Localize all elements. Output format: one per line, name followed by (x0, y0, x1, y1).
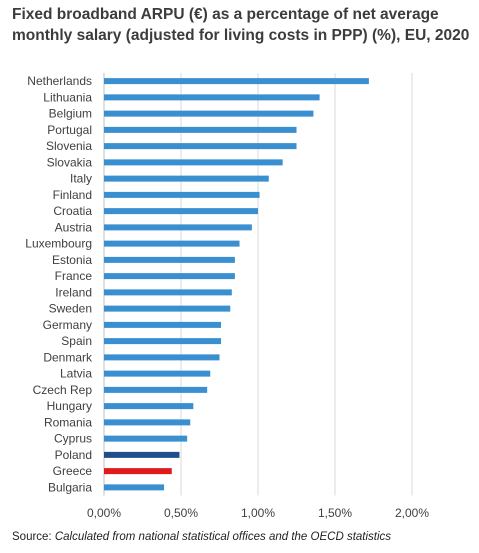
chart-title: Fixed broadband ARPU (€) as a percentage… (12, 6, 470, 44)
x-tick-label: 1,00% (241, 506, 275, 520)
source-prefix: Source: (12, 531, 55, 543)
bar-belgium (104, 110, 314, 117)
category-label: Portugal (47, 123, 92, 137)
category-label: Slovakia (47, 155, 93, 169)
bar-slovakia (104, 159, 283, 166)
category-label: France (55, 269, 93, 283)
bar-slovenia (104, 143, 297, 150)
bar-italy (104, 175, 269, 182)
category-label: Italy (70, 172, 92, 186)
category-label: Spain (61, 334, 92, 348)
category-label: Slovenia (46, 139, 92, 153)
bar-bulgaria (104, 484, 165, 491)
x-tick-label: 2,00% (395, 506, 429, 520)
category-label: Poland (55, 448, 92, 462)
x-tick-label: 0,00% (87, 506, 121, 520)
category-label: Cyprus (54, 432, 92, 446)
category-label: Estonia (52, 253, 92, 267)
bar-france (104, 273, 235, 280)
bar-spain (104, 338, 222, 345)
bar-lithuania (104, 94, 320, 101)
category-label: Latvia (60, 367, 92, 381)
bar-czech-rep (104, 386, 208, 393)
x-tick-label: 0,50% (164, 506, 198, 520)
category-label: Sweden (49, 302, 92, 316)
category-label: Croatia (53, 204, 92, 218)
bar-netherlands (104, 78, 369, 85)
category-label: Germany (43, 318, 92, 332)
category-label: Netherlands (27, 74, 92, 88)
bar-latvia (104, 370, 211, 377)
source-text: Calculated from national statistical off… (54, 531, 392, 543)
category-label: Czech Rep (33, 383, 93, 397)
category-label: Luxembourg (25, 237, 92, 251)
bar-romania (104, 419, 191, 426)
bar-poland (104, 451, 180, 458)
bar-austria (104, 224, 252, 231)
category-label: Greece (53, 464, 93, 478)
bar-estonia (104, 256, 235, 263)
category-label: Belgium (49, 107, 92, 121)
x-tick-label: 1,50% (318, 506, 352, 520)
category-label: Bulgaria (48, 480, 92, 494)
category-label: Denmark (43, 350, 93, 364)
bar-hungary (104, 403, 194, 410)
category-label: Romania (44, 415, 92, 429)
bar-germany (104, 321, 222, 328)
category-label: Austria (55, 220, 93, 234)
category-label: Lithuania (43, 90, 92, 104)
category-label: Hungary (47, 399, 92, 413)
bar-cyprus (104, 435, 188, 442)
bar-luxembourg (104, 240, 240, 247)
bar-greece (104, 468, 172, 475)
bar-sweden (104, 305, 231, 312)
bar-denmark (104, 354, 220, 361)
bar-croatia (104, 208, 258, 215)
category-label: Ireland (55, 285, 92, 299)
bar-ireland (104, 289, 232, 296)
source-note: Source: Calculated from national statist… (12, 531, 391, 543)
bar-portugal (104, 126, 297, 133)
bar-finland (104, 191, 260, 198)
category-label: Finland (53, 188, 92, 202)
